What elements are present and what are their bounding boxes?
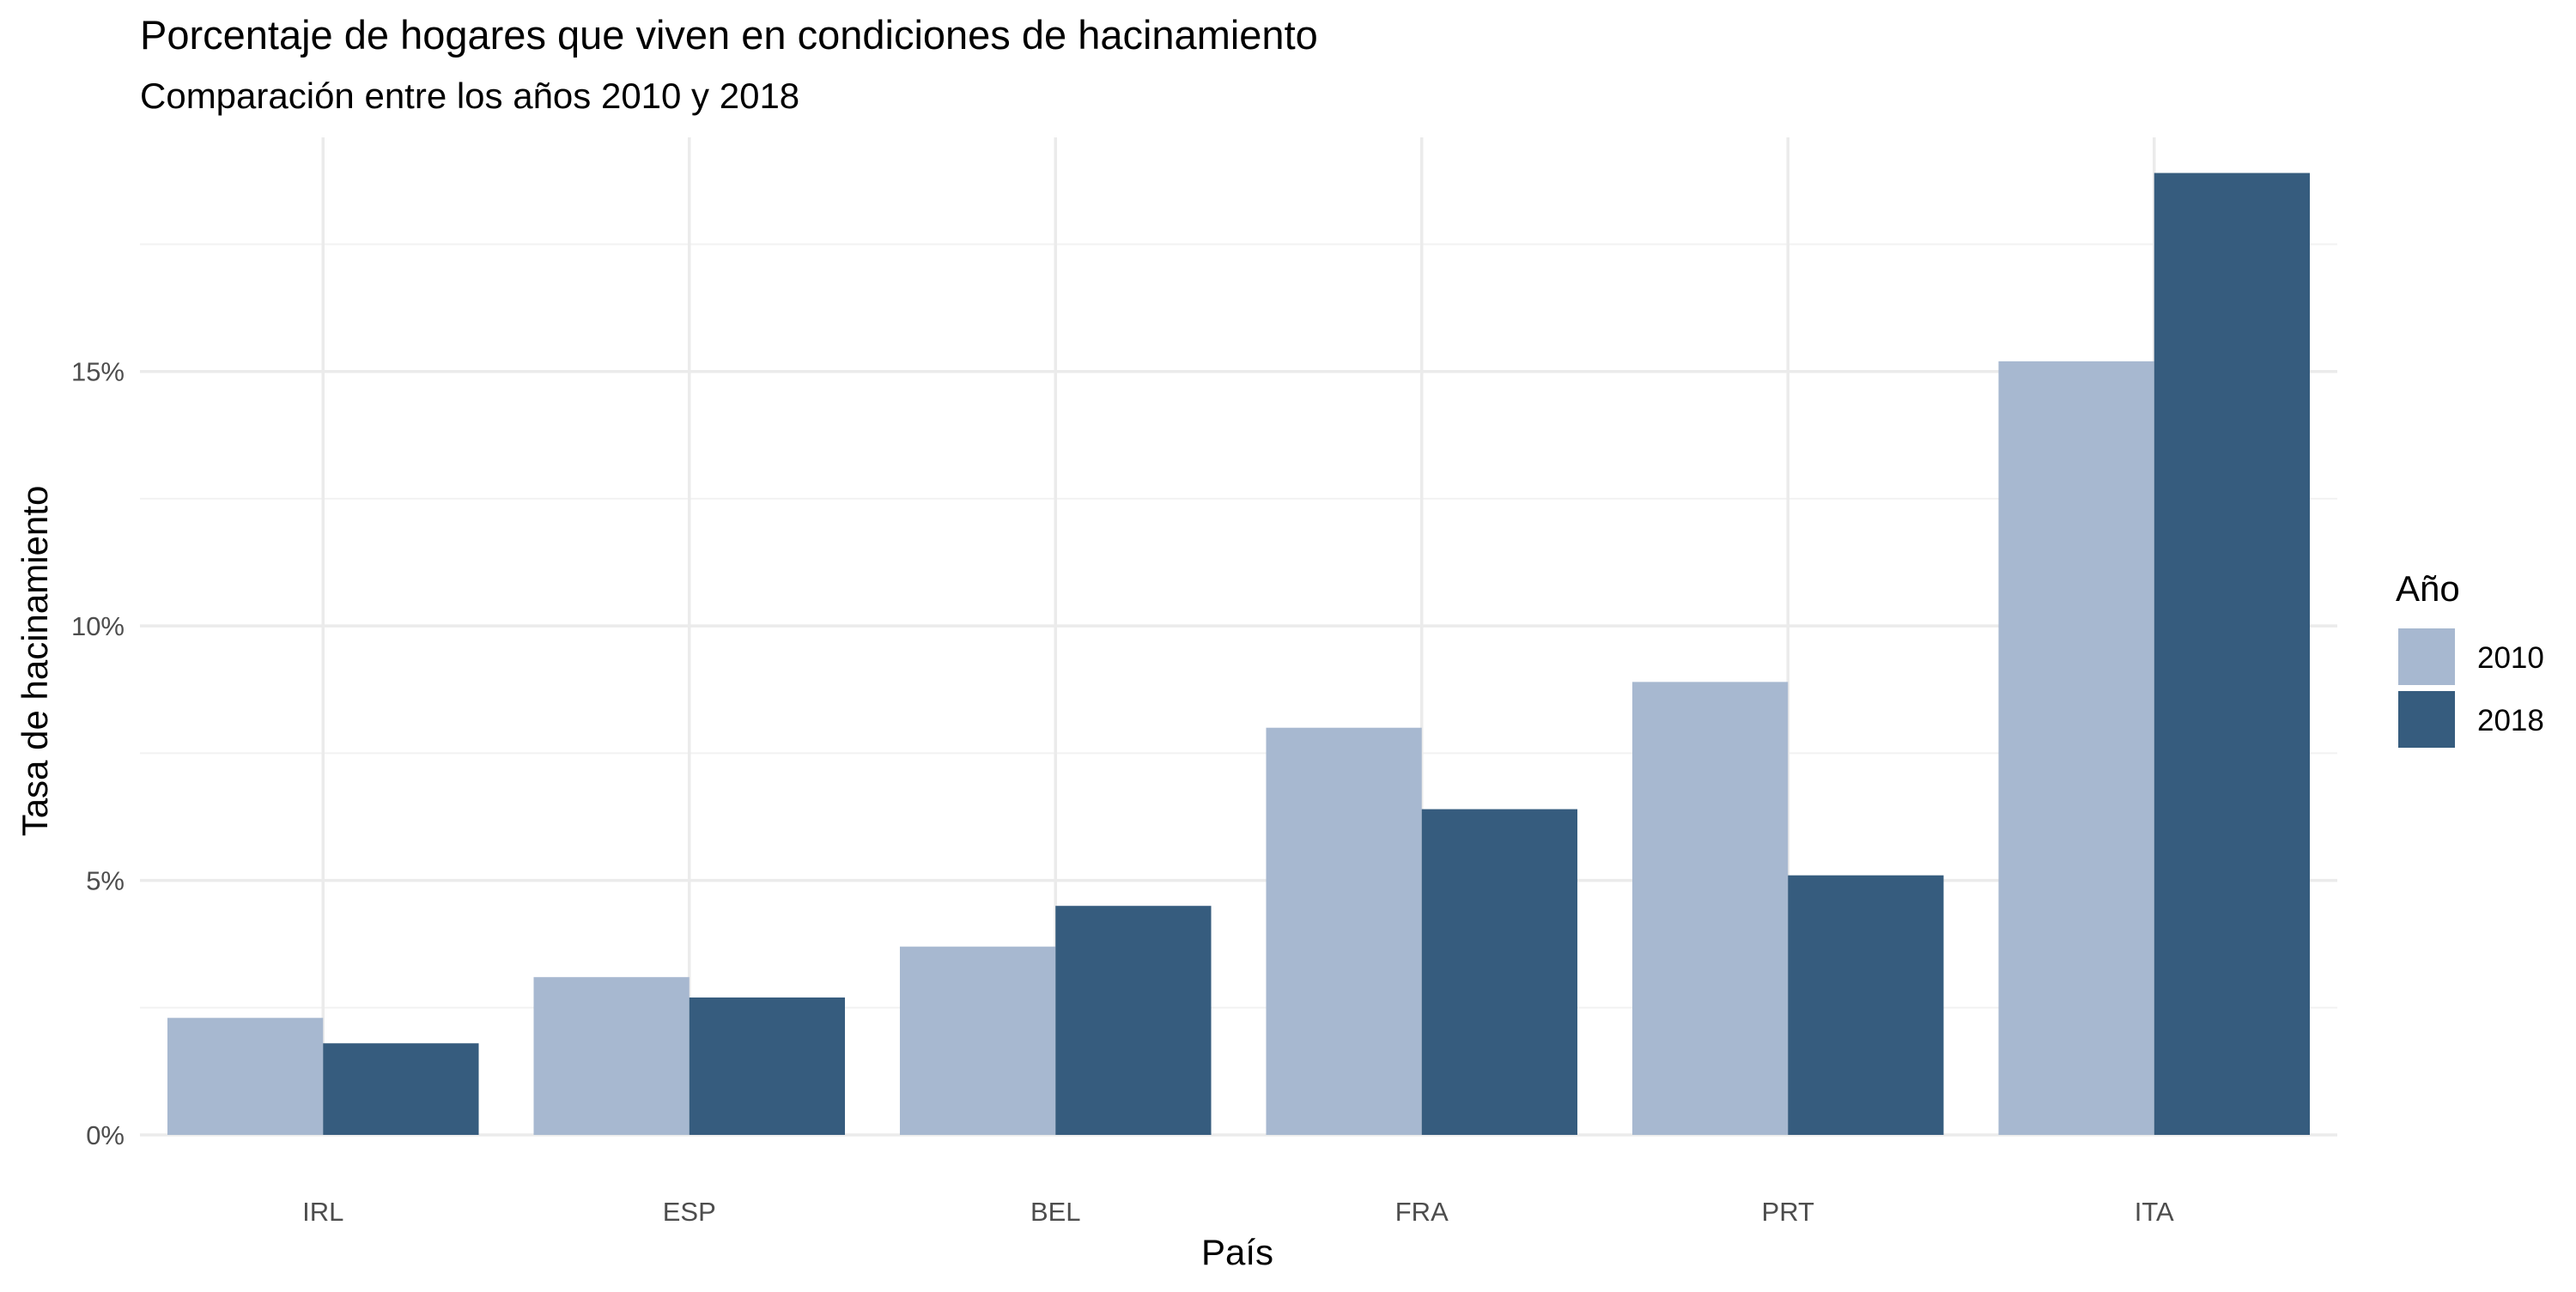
bars [167, 173, 2311, 1135]
x-tick-label: PRT [1762, 1197, 1815, 1227]
bar-prt-2010 [1631, 682, 1789, 1135]
bar-fra-2018 [1421, 809, 1578, 1135]
chart-subtitle: Comparación entre los años 2010 y 2018 [140, 76, 799, 116]
y-axis-title: Tasa de hacinamiento [15, 486, 55, 837]
bar-bel-2010 [899, 946, 1056, 1135]
bar-esp-2018 [689, 997, 846, 1135]
legend-swatch-2018 [2398, 691, 2455, 748]
y-tick-label: 5% [86, 866, 125, 896]
legend-label-2018: 2018 [2477, 704, 2544, 737]
bar-ita-2010 [1998, 361, 2154, 1135]
x-tick-label: ITA [2135, 1197, 2174, 1227]
legend-label-2010: 2010 [2477, 641, 2544, 675]
y-tick-label: 0% [86, 1120, 125, 1150]
bar-esp-2010 [533, 977, 690, 1135]
bar-ita-2018 [2154, 173, 2311, 1135]
x-tick-label: ESP [663, 1197, 716, 1227]
legend-swatch-2010 [2398, 628, 2455, 685]
y-tick-label: 15% [71, 357, 125, 387]
bar-irl-2010 [167, 1017, 324, 1135]
legend-title: Año [2396, 568, 2460, 609]
x-axis-ticks: IRL ESP BEL FRA PRT ITA [302, 1197, 2174, 1227]
chart-title: Porcentaje de hogares que viven en condi… [140, 12, 1318, 58]
y-tick-label: 10% [71, 611, 125, 641]
legend: Año 2010 2018 [2396, 568, 2544, 748]
bar-prt-2018 [1788, 875, 1944, 1135]
x-tick-label: BEL [1030, 1197, 1081, 1227]
legend-items: 2010 2018 [2398, 628, 2544, 748]
bar-bel-2018 [1055, 906, 1212, 1135]
x-tick-label: FRA [1395, 1197, 1449, 1227]
x-axis-title: País [1201, 1232, 1273, 1272]
bar-irl-2018 [323, 1043, 479, 1135]
bar-fra-2010 [1266, 727, 1422, 1135]
x-tick-label: IRL [302, 1197, 343, 1227]
y-axis-ticks: 0% 5% 10% 15% [71, 357, 125, 1150]
